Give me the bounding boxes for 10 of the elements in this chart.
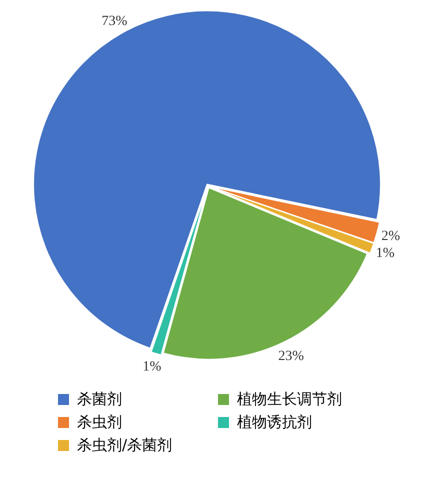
legend-label: 杀虫剂/杀菌剂 bbox=[77, 436, 172, 455]
data-label: 2% bbox=[381, 228, 400, 244]
data-label: 73% bbox=[102, 14, 128, 29]
data-label: 1% bbox=[142, 360, 162, 375]
data-label: 23% bbox=[278, 348, 304, 364]
legend-label: 杀菌剂 bbox=[77, 390, 122, 409]
legend-label: 杀虫剂 bbox=[77, 413, 122, 432]
legend-label: 植物诱抗剂 bbox=[237, 413, 312, 432]
legend-label: 植物生长调节剂 bbox=[237, 390, 342, 409]
data-label: 1% bbox=[376, 246, 395, 261]
